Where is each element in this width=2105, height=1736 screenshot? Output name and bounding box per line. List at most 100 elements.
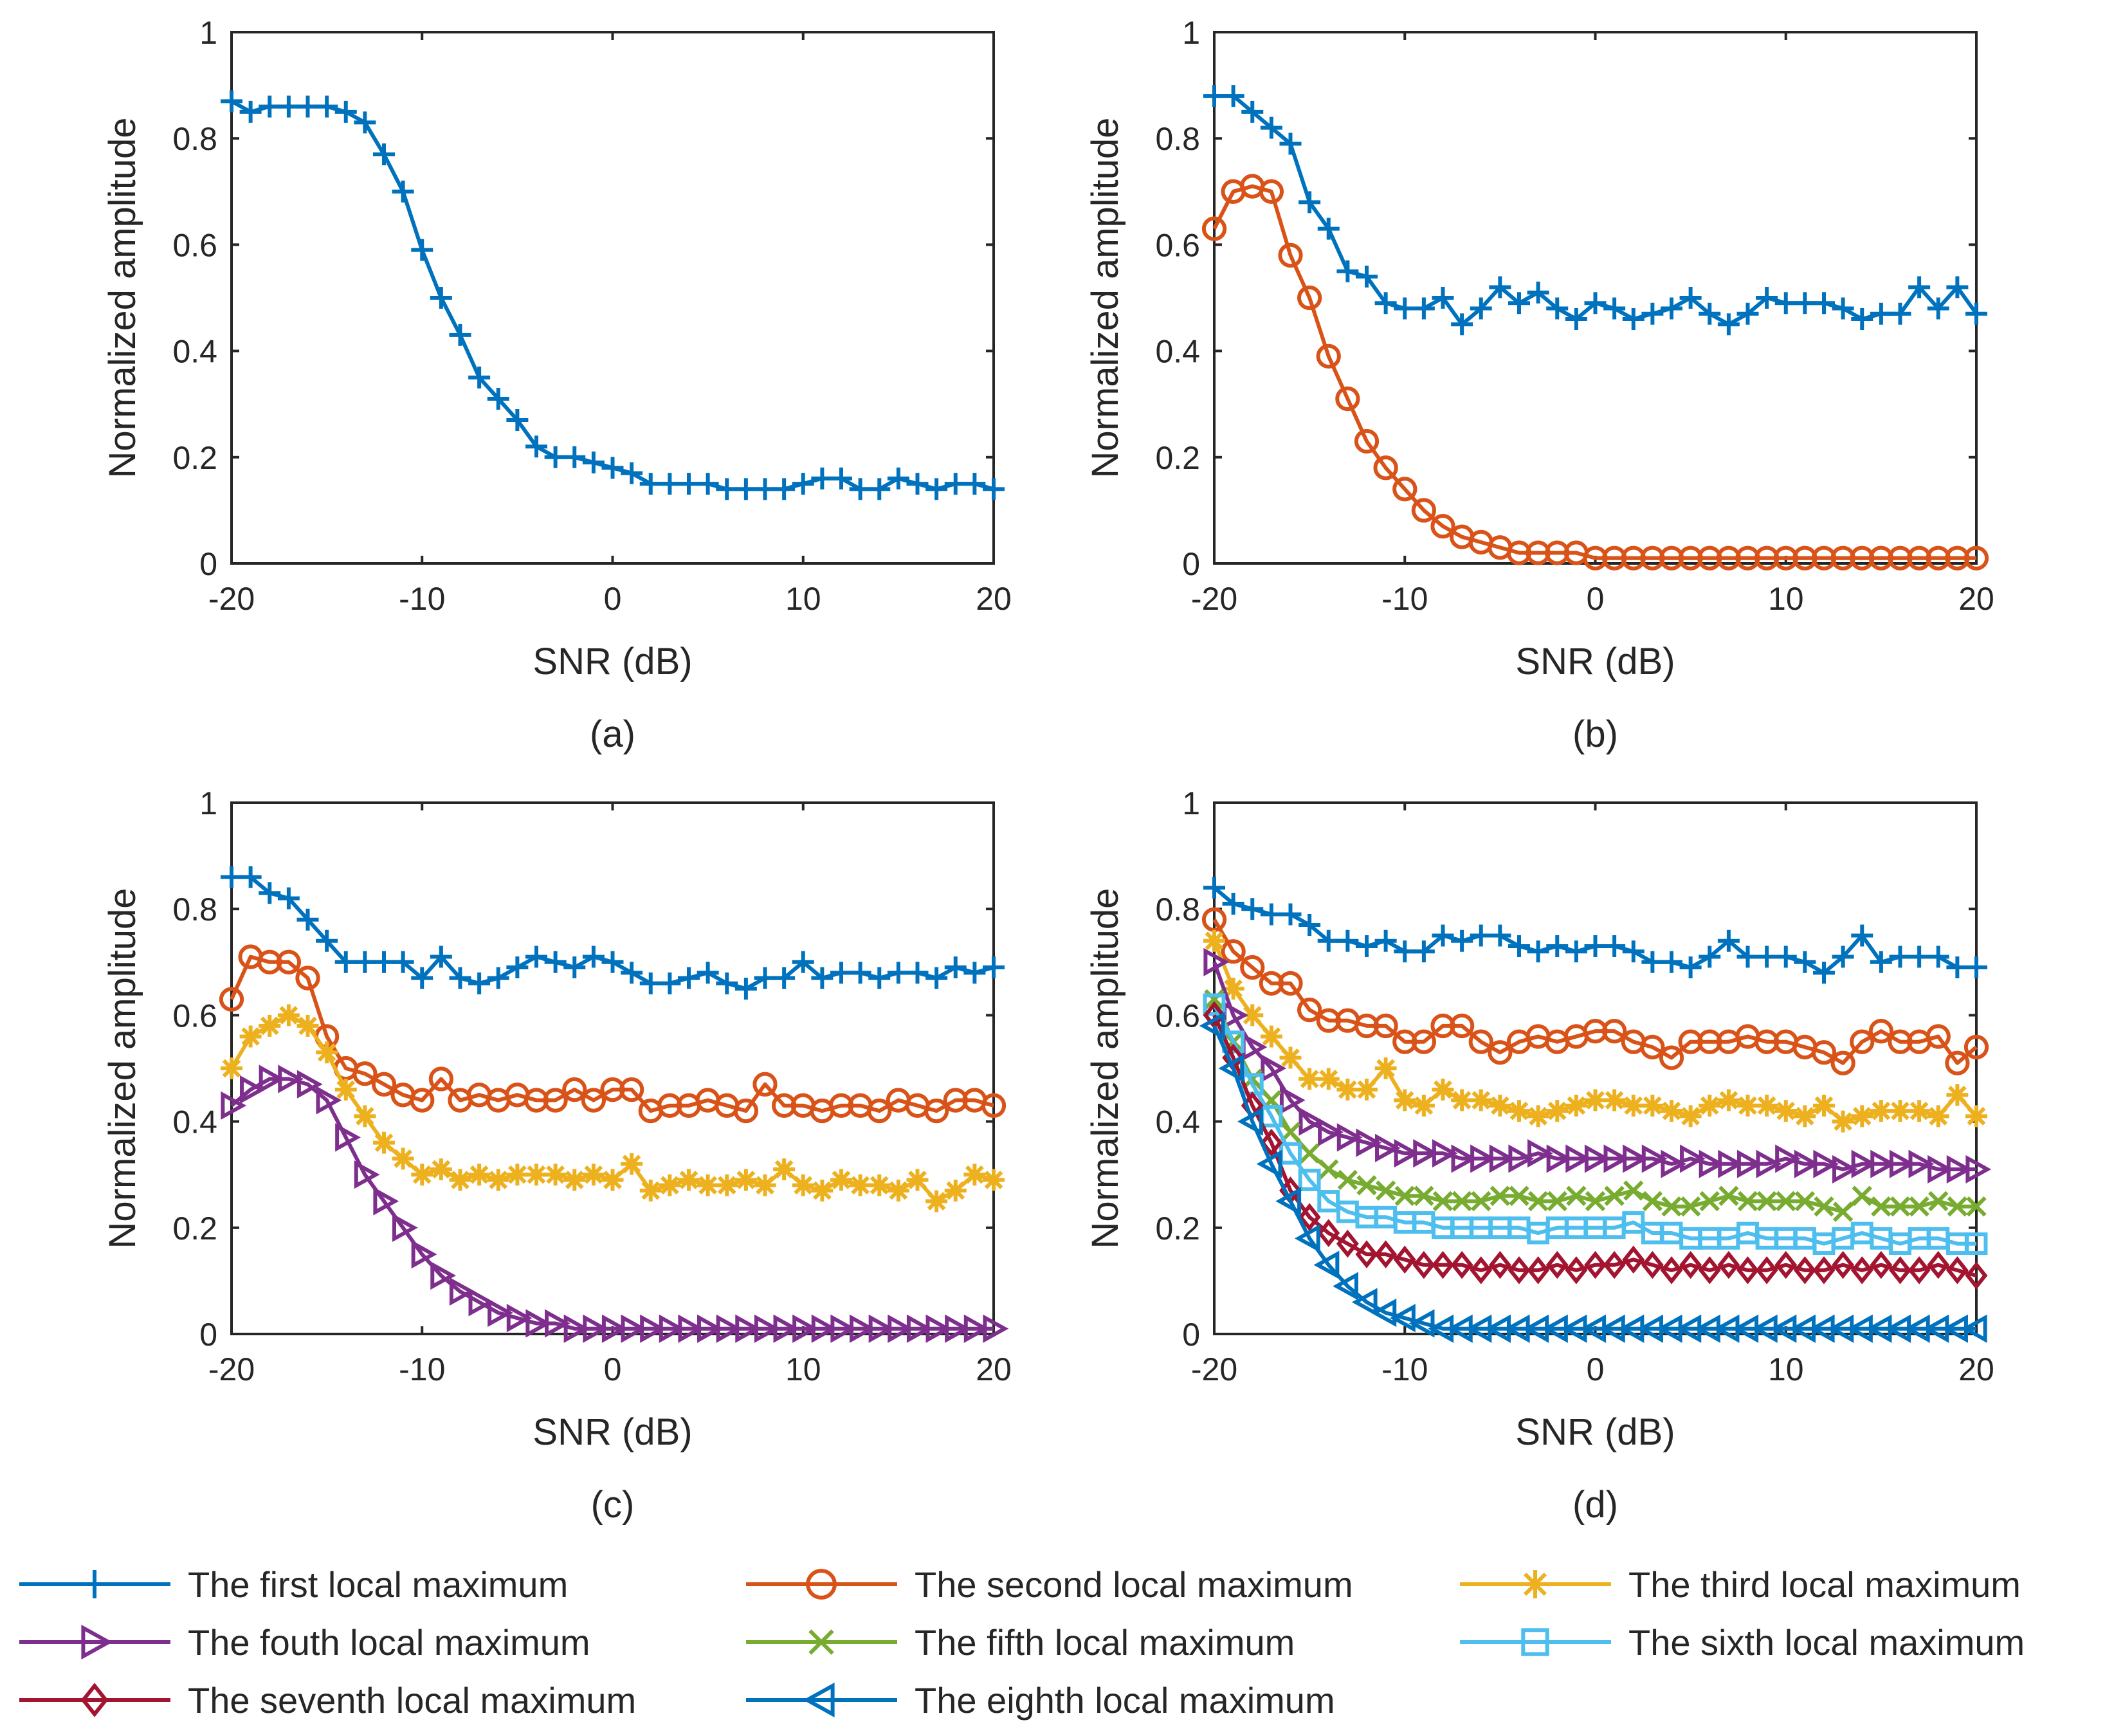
data-point-circle bbox=[371, 1072, 397, 1097]
y-tick-label: 0.2 bbox=[1155, 1211, 1200, 1247]
y-tick-label: 0.4 bbox=[172, 1104, 217, 1140]
data-point-diamond bbox=[1298, 1203, 1321, 1232]
data-point-asterisk bbox=[449, 1169, 471, 1191]
legend-label: The eighth local maximum bbox=[915, 1680, 1335, 1721]
data-point-diamond bbox=[1470, 1256, 1493, 1284]
data-point-triangle-right bbox=[1851, 1149, 1877, 1178]
data-point-triangle-right bbox=[1756, 1149, 1782, 1178]
data-point-asterisk bbox=[1736, 1094, 1759, 1117]
data-point-diamond bbox=[1641, 1250, 1664, 1279]
data-point-x bbox=[1509, 1185, 1529, 1206]
data-point-x bbox=[1604, 1185, 1625, 1206]
data-point-plus bbox=[1889, 302, 1911, 325]
data-point-circle bbox=[1411, 498, 1437, 523]
data-point-asterisk bbox=[925, 1190, 948, 1212]
data-point-diamond bbox=[1679, 1250, 1702, 1279]
data-point-asterisk bbox=[659, 1174, 681, 1196]
data-point-triangle-left bbox=[1256, 1149, 1282, 1178]
data-point-asterisk bbox=[1641, 1094, 1664, 1117]
data-point-circle bbox=[981, 1093, 1007, 1118]
data-point-plus bbox=[849, 478, 871, 500]
data-point-plus bbox=[411, 967, 433, 989]
data-point-triangle-right bbox=[1584, 1144, 1610, 1173]
data-point-plus bbox=[621, 462, 643, 484]
data-point-triangle-right bbox=[1699, 1149, 1725, 1178]
data-point-plus bbox=[392, 951, 414, 973]
data-point-plus bbox=[1508, 292, 1530, 315]
data-point-triangle-right bbox=[1203, 947, 1230, 976]
legend-item-second: The second local maximum bbox=[746, 1564, 1353, 1605]
data-point-plus bbox=[449, 967, 471, 989]
data-point-circle bbox=[619, 1077, 644, 1102]
data-point-plus bbox=[1851, 308, 1873, 331]
data-point-plus bbox=[316, 95, 338, 118]
data-point-plus bbox=[944, 473, 967, 495]
x-tick-label: 0 bbox=[1587, 1351, 1605, 1387]
data-point-triangle-right bbox=[354, 1160, 380, 1189]
data-point-plus bbox=[316, 929, 338, 952]
data-point-triangle-left bbox=[1199, 1011, 1225, 1041]
y-tick-label: 1 bbox=[199, 785, 217, 821]
data-point-plus bbox=[1756, 946, 1778, 968]
data-point-plus bbox=[1641, 302, 1664, 325]
data-point-circle bbox=[867, 1098, 892, 1124]
data-point-circle bbox=[295, 965, 320, 991]
legend-item-third: The third local maximum bbox=[1460, 1564, 2021, 1605]
data-point-x bbox=[1947, 1196, 1968, 1217]
data-point-plus bbox=[1756, 287, 1778, 309]
data-point-triangle-right bbox=[392, 1213, 418, 1242]
legend-label: The third local maximum bbox=[1628, 1564, 2021, 1605]
data-point-triangle-right bbox=[525, 1309, 552, 1338]
data-point-asterisk bbox=[1851, 1105, 1873, 1128]
data-point-asterisk bbox=[1470, 1089, 1492, 1111]
data-point-diamond bbox=[1927, 1250, 1950, 1279]
data-point-plus bbox=[773, 967, 796, 989]
data-point-plus bbox=[1412, 297, 1435, 320]
data-point-circle bbox=[1468, 1029, 1493, 1054]
data-point-asterisk bbox=[1813, 1094, 1835, 1117]
data-point-asterisk bbox=[1260, 1025, 1282, 1048]
x-axis-label: SNR (dB) bbox=[533, 641, 692, 682]
data-point-plus bbox=[239, 866, 262, 888]
data-point-triangle-right bbox=[1832, 1155, 1858, 1184]
data-point-plus bbox=[544, 951, 567, 973]
data-point-x bbox=[1394, 1185, 1415, 1206]
data-point-plus bbox=[468, 366, 491, 388]
data-point-x bbox=[1432, 1191, 1453, 1212]
series-second bbox=[1201, 907, 1989, 1075]
y-tick-label: 0.2 bbox=[1155, 440, 1200, 476]
y-axis-label: Normalized amplitude bbox=[102, 118, 143, 479]
data-point-plus bbox=[734, 978, 757, 1000]
series-fifth bbox=[1204, 989, 1987, 1222]
data-point-triangle-right bbox=[259, 1064, 285, 1093]
data-point-circle bbox=[1964, 1034, 1989, 1060]
panel-caption: (c) bbox=[591, 1484, 635, 1526]
data-point-circle bbox=[1259, 179, 1284, 204]
data-point-plus bbox=[887, 467, 909, 489]
y-tick-label: 0.8 bbox=[172, 121, 217, 157]
data-point-plus bbox=[582, 452, 605, 474]
data-point-x bbox=[1452, 1191, 1472, 1212]
data-point-plus bbox=[334, 100, 357, 123]
data-point-plus bbox=[1774, 292, 1797, 315]
data-point-plus bbox=[1356, 935, 1378, 958]
data-point-asterisk bbox=[963, 1164, 986, 1186]
data-point-triangle-right bbox=[449, 1277, 475, 1306]
series-eighth bbox=[1199, 1011, 1987, 1343]
data-point-triangle-right bbox=[583, 1314, 609, 1343]
data-point-diamond bbox=[1774, 1250, 1798, 1279]
data-point-plus bbox=[563, 956, 586, 979]
data-point-x bbox=[1337, 1169, 1358, 1191]
data-point-triangle-left bbox=[1333, 1272, 1358, 1301]
data-point-diamond bbox=[1432, 1250, 1454, 1279]
data-point-asterisk bbox=[277, 1004, 300, 1027]
data-point-plus bbox=[1394, 297, 1416, 320]
data-point-plus bbox=[525, 435, 547, 458]
data-point-plus bbox=[1736, 946, 1759, 968]
data-point-plus bbox=[1260, 116, 1282, 139]
x-tick-label: 10 bbox=[785, 1351, 821, 1387]
data-point-triangle-right bbox=[1489, 1144, 1515, 1173]
data-point-plus bbox=[716, 972, 738, 994]
data-point-asterisk bbox=[1374, 1057, 1397, 1079]
data-point-plus bbox=[1527, 940, 1549, 963]
